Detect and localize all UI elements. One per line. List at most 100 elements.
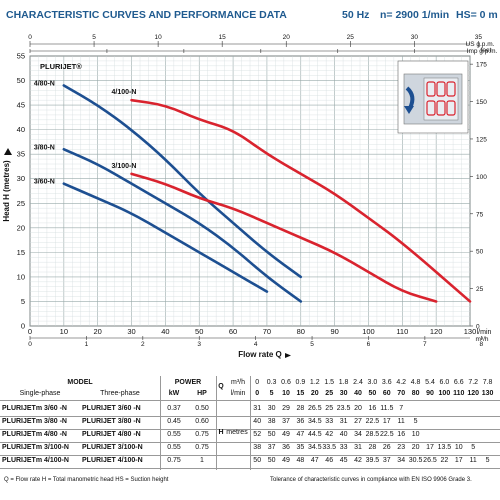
table-row-head-value: 22.5 (379, 431, 394, 438)
table-lmin-value: 10 (282, 390, 290, 397)
impeller-bottom (426, 100, 436, 116)
table-h-label: H (218, 429, 224, 436)
x-tick-label: 130 (464, 327, 477, 336)
impeller-bottom (436, 100, 446, 116)
table-col-divider (216, 376, 217, 470)
table-row-three-phase: PLURIJET 3/100-N (82, 444, 143, 451)
table-row-kw: 0.75 (167, 457, 181, 464)
table-row-head-value: 26.5 (307, 405, 322, 412)
top-axis-usgpm-tick-label: 30 (411, 34, 419, 41)
series-label: 3/80-N (34, 144, 55, 151)
table-row-head-value: 13.5 (437, 444, 452, 451)
table-row-hp: 0.75 (195, 431, 209, 438)
table-row-head-value: 38 (253, 444, 262, 451)
y-tick-label: 55 (17, 52, 25, 61)
table-row-head-value: 34.5 (307, 444, 322, 451)
impeller-top (436, 81, 446, 97)
right-axis-tick-label: 75 (476, 211, 484, 218)
right-axis-tick-label: 150 (476, 99, 487, 106)
y-tick-label: 10 (17, 272, 25, 281)
bottom-axis-m3h-tick-label: 8 (479, 341, 483, 348)
table-lmin-value: 90 (426, 390, 434, 397)
table-row-head-value: 40 (339, 431, 348, 438)
table-row-head-value: 37 (382, 457, 391, 464)
y-tick-label: 5 (21, 297, 25, 306)
pump-schematic-icon (397, 60, 469, 134)
table-metres-label: metres (226, 429, 248, 436)
table-row-hp: 0.75 (195, 444, 209, 451)
table-row-head-value: 29 (282, 405, 290, 412)
right-axis-tick-label: 25 (476, 286, 484, 293)
table-row-head-value: 35 (296, 444, 305, 451)
bottom-axis-m3h-tick-label: 2 (141, 341, 145, 348)
table-row-kw: 0.37 (167, 405, 181, 412)
table-m3h-value: 0.6 (281, 379, 291, 386)
table-lmin-value: 110 (453, 390, 465, 397)
y-tick-label: 45 (17, 101, 25, 110)
table-row-head-value: 20 (411, 444, 420, 451)
footer-legend: Q = Flow rate H = Total manometric head … (4, 477, 169, 483)
table-lmin-value: 130 (481, 390, 494, 397)
table-lmin-value: 15 (296, 390, 305, 397)
table-row-single-phase: PLURIJETm 4/100-N (2, 457, 69, 464)
x-tick-label: 50 (195, 327, 203, 336)
top-axis-usgpm-tick-label: 25 (347, 34, 355, 41)
footer-tolerance-note: Tolerance of characteristic curves in co… (270, 477, 472, 483)
table-lmin-value: 70 (397, 390, 406, 397)
bottom-axis-m3h-tick-label: 6 (367, 341, 371, 348)
table-row-head-value: 37 (282, 418, 290, 425)
table-row-head-value: 47 (296, 431, 305, 438)
top-axis-usgpm-unit: US g.p.m. (466, 41, 495, 48)
table-row-single-phase: PLURIJETm 3/60 -N (2, 405, 67, 412)
y-tick-label: 15 (17, 248, 25, 257)
table-m3h-value: 4.2 (396, 379, 407, 386)
right-axis-tick-label: 125 (476, 136, 487, 143)
top-axis-usgpm-tick-label: 35 (475, 34, 483, 41)
top-axis-usgpm-tick-label: 20 (283, 34, 291, 41)
table-row-head-value: 17 (426, 444, 434, 451)
y-tick-label: 40 (17, 125, 25, 134)
table-row-head-value: 28.5 (365, 431, 380, 438)
table-lmin-value: 100 (438, 390, 451, 397)
table-row-head-value: 11 (397, 418, 405, 425)
table-row-head-value: 16 (397, 431, 406, 438)
y-tick-label: 50 (17, 76, 25, 85)
table-row-head-value: 52 (253, 431, 262, 438)
table-header-model: MODEL (67, 379, 93, 386)
table-row-head-value: 23 (397, 444, 406, 451)
table-row-head-value: 28 (296, 405, 305, 412)
table-row-three-phase: PLURIJET 4/80 -N (82, 431, 141, 438)
table-row-head-value: 34 (354, 431, 362, 438)
table-lmin-value: 80 (411, 390, 420, 397)
table-row-head-value: 37 (267, 444, 276, 451)
y-axis-arrow (4, 148, 12, 155)
speed-label: n= 2900 1/min (380, 9, 450, 21)
table-header-hp: HP (197, 390, 207, 397)
bottom-axis-m3h-tick-label: 7 (423, 341, 427, 348)
right-axis-tick-label: 100 (476, 174, 487, 181)
right-axis-tick-label: 175 (476, 62, 487, 69)
table-m3h-value: 4.8 (410, 379, 421, 386)
series-line-4-80-n (62, 84, 303, 279)
page-header: CHARACTERISTIC CURVES AND PERFORMANCE DA… (0, 0, 500, 30)
table-row-head-value: 38 (267, 418, 276, 425)
table-row-kw: 0.45 (167, 418, 181, 425)
impeller-top (426, 81, 436, 97)
table-m3h-value: 1.8 (338, 379, 349, 386)
series-line-4-100-n (130, 98, 472, 303)
table-row-head-value: 33 (325, 418, 334, 425)
table-row-head-value: 34.5 (307, 418, 322, 425)
frequency-label: 50 Hz (342, 9, 370, 21)
top-axis-impgpm-unit: Imp g.p.m. (467, 48, 498, 55)
top-axis-usgpm-tick-label: 15 (219, 34, 227, 41)
table-m3h-value: 7.8 (482, 379, 493, 386)
table-row-head-value: 23.5 (336, 405, 351, 412)
table-row-head-value: 30 (267, 405, 276, 412)
table-row-head-value: 7 (399, 405, 404, 412)
table-row-head-value: 31 (253, 405, 262, 412)
table-header-single-phase: Single-phase (19, 390, 61, 397)
table-header-m3h: m³/h (231, 379, 245, 386)
table-row-head-value: 22 (440, 457, 449, 464)
table-row-head-value: 17 (382, 418, 391, 425)
